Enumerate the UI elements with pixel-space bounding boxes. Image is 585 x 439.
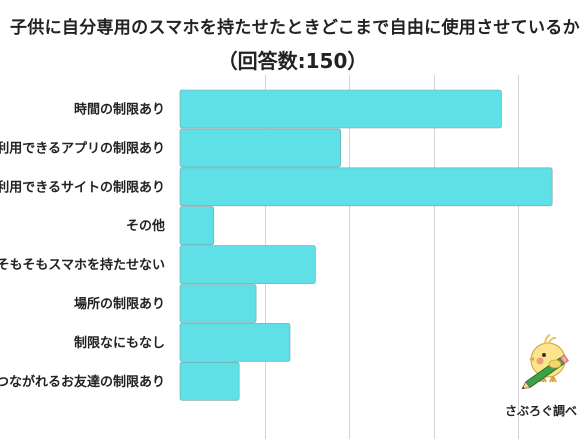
bar xyxy=(179,245,316,284)
category-label: 利用できるアプリの制限あり xyxy=(0,140,165,156)
category-label: 利用できるサイトの制限あり xyxy=(0,179,165,195)
category-label: つながれるお友達の制限あり xyxy=(0,374,165,390)
bar xyxy=(179,361,240,401)
chick-mascot-with-pencil-icon xyxy=(521,334,569,390)
chart-subtitle: （回答数:150） xyxy=(217,49,368,73)
bar xyxy=(179,89,502,129)
chart-title: 子供に自分専用のスマホを持たせたときどこまで自由に使用させているか xyxy=(10,18,580,38)
source-credit: さぶろぐ調べ xyxy=(505,404,578,418)
category-label: 時間の制限あり xyxy=(74,102,165,118)
bar xyxy=(179,284,257,323)
bar xyxy=(179,167,553,207)
category-label: そもそもスマホを持たせない xyxy=(0,257,165,273)
bar xyxy=(179,323,291,362)
bars xyxy=(179,89,553,401)
bar xyxy=(179,128,341,168)
category-label: 制限なにもなし xyxy=(74,335,165,351)
category-label: 場所の制限あり xyxy=(74,296,165,312)
category-label: その他 xyxy=(126,218,165,234)
bar xyxy=(179,206,215,245)
category-labels: 時間の制限あり利用できるアプリの制限あり利用できるサイトの制限ありその他そもそも… xyxy=(0,102,165,390)
